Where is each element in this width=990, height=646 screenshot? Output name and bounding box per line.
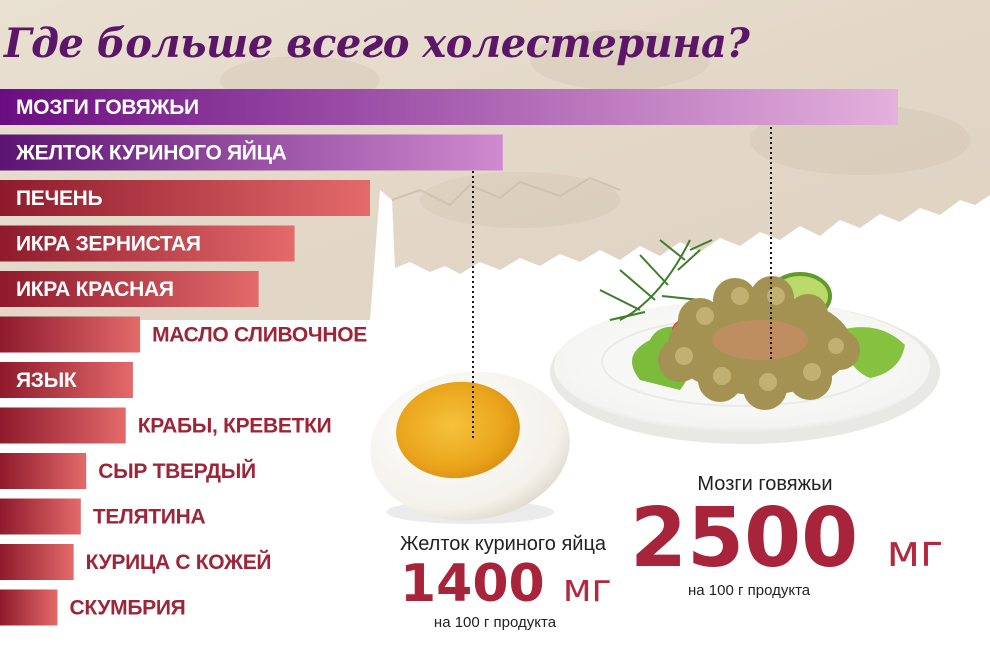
bar-12 <box>0 589 58 626</box>
bar-label-4: ИКРА ЗЕРНИСТАЯ <box>16 233 201 256</box>
bar-2 <box>0 134 503 171</box>
bar-9 <box>0 453 87 489</box>
plate-image <box>550 239 940 444</box>
bar-10 <box>0 498 81 535</box>
bar-5 <box>0 271 259 307</box>
brain-callout-name: Мозги говяжьи <box>697 473 833 495</box>
page-title: Где больше всего холестерина? <box>4 20 750 67</box>
bar-label-10: ТЕЛЯТИНА <box>93 506 206 529</box>
bar-6 <box>0 316 141 353</box>
brain-callout-value: 2500 <box>630 491 859 586</box>
yolk-callout-unit: мг <box>562 566 612 610</box>
yolk-callout: Желток куриного яйца 1400 мг на 100 г пр… <box>400 533 611 631</box>
bar-label-1: МОЗГИ ГОВЯЖЬИ <box>16 96 199 119</box>
brain-callout-unit: мг <box>886 526 944 577</box>
bar-label-5: ИКРА КРАСНАЯ <box>16 278 174 301</box>
bar-3 <box>0 180 370 216</box>
bar-label-8: КРАБЫ, КРЕВЕТКИ <box>138 415 332 438</box>
bar-11 <box>0 544 74 580</box>
bar-label-2: ЖЕЛТОК КУРИНОГО ЯЙЦА <box>15 141 287 165</box>
bar-7 <box>0 362 133 398</box>
yolk-callout-per: на 100 г продукта <box>433 614 557 631</box>
bar-4 <box>0 225 295 262</box>
brain-callout-per: на 100 г продукта <box>688 582 811 599</box>
yolk-callout-value: 1400 <box>400 554 545 614</box>
bar-label-11: КУРИЦА С КОЖЕЙ <box>86 550 272 574</box>
egg-image <box>370 371 570 524</box>
bar-8 <box>0 407 126 444</box>
bar-label-6: МАСЛО СЛИВОЧНОЕ <box>152 324 367 347</box>
bar-1 <box>0 89 898 125</box>
bar-label-7: ЯЗЫК <box>16 369 77 392</box>
yolk-callout-name: Желток куриного яйца <box>400 533 607 555</box>
bar-label-12: СКУМБРИЯ <box>69 597 185 620</box>
bar-label-3: ПЕЧЕНЬ <box>16 187 103 210</box>
bar-label-9: СЫР ТВЕРДЫЙ <box>98 459 256 483</box>
brain-callout: Мозги говяжьи 2500 мг на 100 г продукта <box>630 473 943 599</box>
